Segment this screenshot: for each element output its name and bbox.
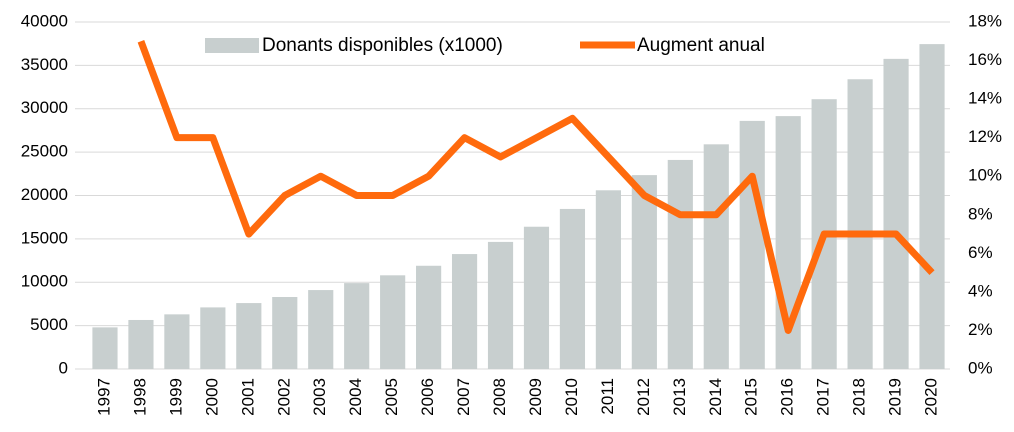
y-tick-label: 20000 bbox=[21, 185, 68, 204]
bar bbox=[236, 303, 262, 369]
bar bbox=[128, 319, 154, 369]
x-tick-label: 2001 bbox=[238, 378, 257, 416]
x-tick-label: 2004 bbox=[346, 378, 365, 416]
x-tick-label: 2000 bbox=[202, 378, 221, 416]
y-tick-label: 15000 bbox=[21, 228, 68, 247]
bar bbox=[631, 175, 657, 369]
y2-tick-label: 14% bbox=[968, 89, 1002, 108]
bar bbox=[703, 144, 729, 369]
bar bbox=[559, 208, 586, 369]
x-tick-label: 2013 bbox=[670, 378, 689, 416]
x-tick-label: 2012 bbox=[634, 378, 653, 416]
y-tick-label: 0 bbox=[59, 358, 68, 377]
x-tick-label: 1999 bbox=[166, 378, 185, 416]
x-tick-label: 2008 bbox=[490, 378, 509, 416]
x-tick-label: 2010 bbox=[562, 378, 581, 416]
bar bbox=[919, 44, 945, 370]
y2-tick-label: 8% bbox=[968, 204, 993, 223]
y2-tick-label: 10% bbox=[968, 166, 1002, 185]
x-tick-label: 2016 bbox=[778, 378, 797, 416]
x-tick-label: 2003 bbox=[310, 378, 329, 416]
y2-tick-label: 18% bbox=[968, 11, 1002, 30]
y2-tick-label: 16% bbox=[968, 50, 1002, 69]
x-tick-label: 2006 bbox=[418, 378, 437, 416]
x-tick-label: 2011 bbox=[598, 378, 617, 415]
bar bbox=[308, 290, 334, 369]
x-tick-label: 2002 bbox=[274, 378, 293, 416]
y2-tick-label: 4% bbox=[968, 281, 993, 300]
bar bbox=[200, 307, 226, 369]
bar bbox=[164, 314, 190, 369]
bar bbox=[416, 265, 442, 369]
x-tick-label: 1997 bbox=[94, 378, 113, 416]
bar bbox=[380, 275, 406, 369]
x-tick-label: 2015 bbox=[742, 378, 761, 416]
bar bbox=[344, 283, 370, 369]
x-tick-label: 2020 bbox=[922, 378, 941, 416]
y-tick-label: 5000 bbox=[30, 315, 68, 334]
bar bbox=[739, 120, 765, 370]
y-tick-label: 10000 bbox=[21, 272, 68, 291]
bar bbox=[92, 327, 118, 369]
x-tick-label: 2018 bbox=[850, 378, 869, 416]
y2-tick-label: 0% bbox=[968, 358, 993, 377]
x-tick-label: 2014 bbox=[706, 378, 725, 416]
y2-tick-label: 12% bbox=[968, 127, 1002, 146]
bar bbox=[272, 296, 298, 369]
legend-label: Donants disponibles (x1000) bbox=[262, 35, 503, 56]
x-tick-label: 2009 bbox=[526, 378, 545, 416]
bar bbox=[847, 79, 873, 369]
legend-label: Augment anual bbox=[637, 35, 765, 56]
x-tick-label: 1998 bbox=[130, 378, 149, 416]
bar bbox=[451, 254, 478, 369]
x-tick-label: 2017 bbox=[814, 378, 833, 416]
y-tick-label: 30000 bbox=[21, 98, 68, 117]
line bbox=[137, 40, 935, 334]
x-tick-label: 2019 bbox=[886, 378, 905, 416]
bar bbox=[487, 241, 514, 369]
bar bbox=[883, 58, 909, 370]
bar bbox=[595, 190, 621, 369]
x-tick-label: 2005 bbox=[382, 378, 401, 416]
y-tick-label: 25000 bbox=[21, 142, 68, 161]
x-tick-label: 2007 bbox=[454, 378, 473, 416]
bar bbox=[523, 226, 550, 369]
bar bbox=[667, 159, 693, 369]
legend-swatch bbox=[205, 38, 259, 53]
y-tick-label: 40000 bbox=[21, 11, 68, 30]
y2-tick-label: 6% bbox=[968, 243, 993, 262]
y2-tick-label: 2% bbox=[968, 320, 993, 339]
y-tick-label: 35000 bbox=[21, 55, 68, 74]
